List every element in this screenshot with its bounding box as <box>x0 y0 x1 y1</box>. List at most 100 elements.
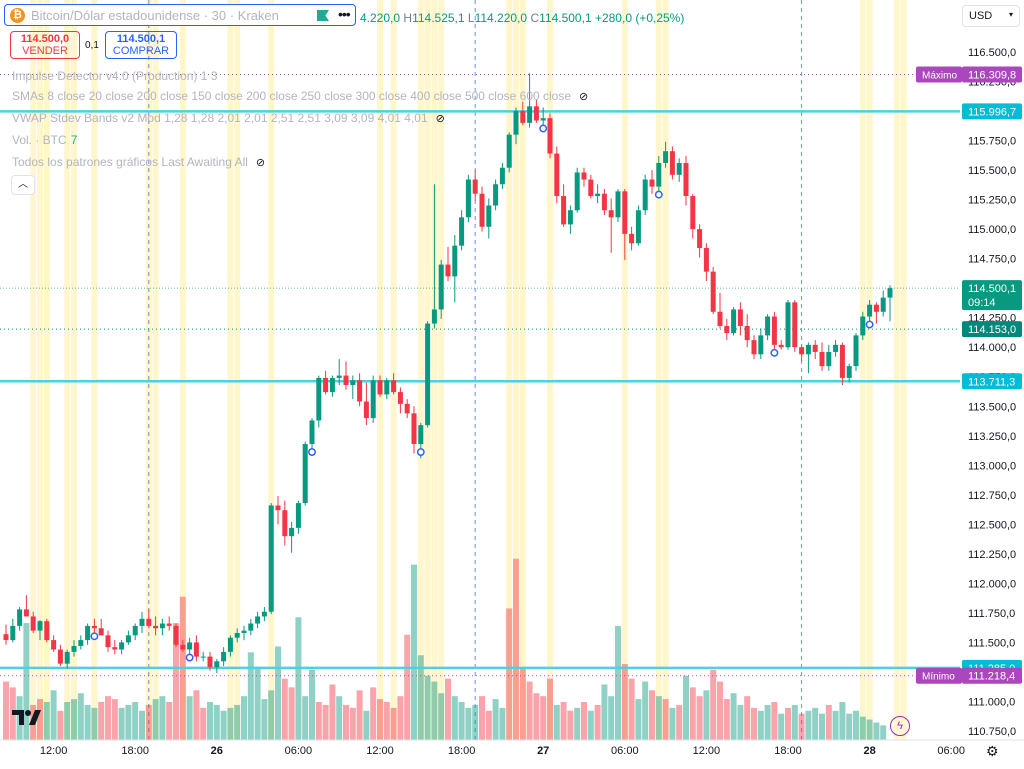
volume-bar <box>533 693 540 740</box>
time-tick-label: 06:00 <box>611 745 639 757</box>
indicator-impulse[interactable]: Impulse Detector v4.0 (Production) 1 3 <box>12 69 217 83</box>
spread-value: 0,1 <box>85 40 99 51</box>
candle-body <box>180 644 186 650</box>
candle-body <box>465 179 471 218</box>
indicator-volume[interactable]: Vol. · BTC 7 <box>12 133 77 147</box>
session-highlight <box>893 0 900 740</box>
volume-bar <box>751 707 757 740</box>
chevron-down-icon: ▾ <box>1008 10 1013 19</box>
candle-body <box>193 642 199 657</box>
symbol-box[interactable]: ₿ Bitcoin/Dólar estadounidense · 30 · Kr… <box>4 4 356 26</box>
volume-bar <box>581 702 587 740</box>
candle-body <box>159 623 165 629</box>
candle-body <box>601 193 607 211</box>
hidden-eye-icon[interactable]: ⊘ <box>579 91 589 103</box>
signal-marker <box>90 632 99 641</box>
settings-gear-icon[interactable]: ⚙ <box>986 743 999 759</box>
candle-body <box>799 347 805 355</box>
buy-label: COMPRAR <box>112 45 170 57</box>
volume-bar <box>234 704 241 740</box>
hidden-eye-icon[interactable]: ⊘ <box>255 157 266 169</box>
volume-bar <box>465 707 472 740</box>
session-highlight <box>37 0 43 740</box>
candle-body <box>486 205 492 227</box>
volume-bar <box>778 713 785 740</box>
candle-body <box>547 118 553 154</box>
candle-body <box>214 661 220 668</box>
ohlc-change: +280,0 (+0,25%) <box>594 11 685 25</box>
volume-bar <box>791 704 798 740</box>
volume-bar <box>145 704 152 740</box>
indicator-patterns[interactable]: Todos los patrones gráficos Last Awaitin… <box>12 155 265 169</box>
session-highlight <box>377 0 383 740</box>
min-label-title: Mínimo <box>922 672 955 683</box>
volume-bar <box>839 702 846 740</box>
signal-marker <box>539 124 548 133</box>
price-tick-label: 112.250,0 <box>968 549 1016 561</box>
max-label-value-bg <box>962 66 1022 83</box>
more-options-icon[interactable]: ••• <box>338 6 351 22</box>
volume-value: 7 <box>70 133 78 147</box>
currency-selector[interactable]: USD ▾ <box>962 5 1020 27</box>
ohlc-values: 4.220,0 H114.525,1 L114.220,0 C114.500,1… <box>360 11 684 25</box>
volume-bar <box>404 634 411 740</box>
candle-body <box>207 656 213 668</box>
time-tick-label: 12:00 <box>366 745 394 757</box>
time-tick-label: 12:00 <box>40 745 68 757</box>
candle-body <box>119 642 125 650</box>
candle-body <box>377 380 383 395</box>
price-tick-label: 114.750,0 <box>968 254 1016 266</box>
volume-bar <box>812 707 819 740</box>
volume-bar <box>703 690 710 740</box>
volume-bar <box>309 669 315 740</box>
candle-body <box>295 503 301 528</box>
candle-body <box>853 335 859 367</box>
indicator-smas[interactable]: SMAs 8 close 20 close 200 close 150 clos… <box>12 89 588 103</box>
sell-button[interactable]: 114.500,0 VENDER <box>10 31 80 59</box>
time-tick-label: 28 <box>863 745 875 757</box>
volume-bar <box>621 664 628 740</box>
session-highlight <box>227 0 234 740</box>
volume-bar <box>383 702 390 740</box>
collapse-legend-button[interactable]: ︿ <box>11 175 35 195</box>
volume-bar <box>764 704 771 740</box>
volume-bar <box>377 699 383 740</box>
lightning-icon[interactable]: ϟ <box>890 716 910 736</box>
volume-bar <box>451 696 458 740</box>
session-highlight <box>43 0 50 740</box>
volume-bar <box>832 710 839 740</box>
volume-bar <box>635 699 642 740</box>
volume-bar <box>356 690 363 740</box>
candle-body <box>30 616 36 631</box>
session-highlight <box>866 0 873 740</box>
candle-body <box>343 375 349 386</box>
volume-bar <box>798 713 805 740</box>
volume-bar <box>295 617 302 740</box>
candle-body <box>622 191 628 234</box>
session-highlight <box>655 0 662 740</box>
candle-body <box>282 510 288 537</box>
indicator-vwap-label: VWAP Stdev Bands v2 Mod 1,28 1,28 2,01 2… <box>12 111 428 125</box>
tradingview-logo-icon[interactable] <box>12 707 42 727</box>
candle-body <box>785 302 791 348</box>
current-price-label: 114.500,1 <box>968 283 1016 295</box>
candle-body <box>221 651 227 662</box>
volume-bar <box>302 696 309 740</box>
hidden-eye-icon[interactable]: ⊘ <box>435 113 445 125</box>
symbol-name: Bitcoin/Dólar estadounidense <box>31 8 201 23</box>
indicator-vwap[interactable]: VWAP Stdev Bands v2 Mod 1,28 1,28 2,01 2… <box>12 111 445 125</box>
volume-bar <box>723 699 730 740</box>
volume-bar <box>281 678 288 740</box>
level-price-label-bg <box>962 103 1022 120</box>
candle-body <box>459 217 465 246</box>
max-label-title-bg <box>916 66 962 83</box>
signal-marker <box>865 320 874 329</box>
candle-body <box>391 380 397 393</box>
time-tick-label: 18:00 <box>774 745 802 757</box>
candle-body <box>132 625 138 636</box>
candle-body <box>839 344 845 378</box>
buy-button[interactable]: 114.500,1 COMPRAR <box>105 31 177 59</box>
candle-body <box>826 351 832 367</box>
candle-body <box>37 621 43 631</box>
